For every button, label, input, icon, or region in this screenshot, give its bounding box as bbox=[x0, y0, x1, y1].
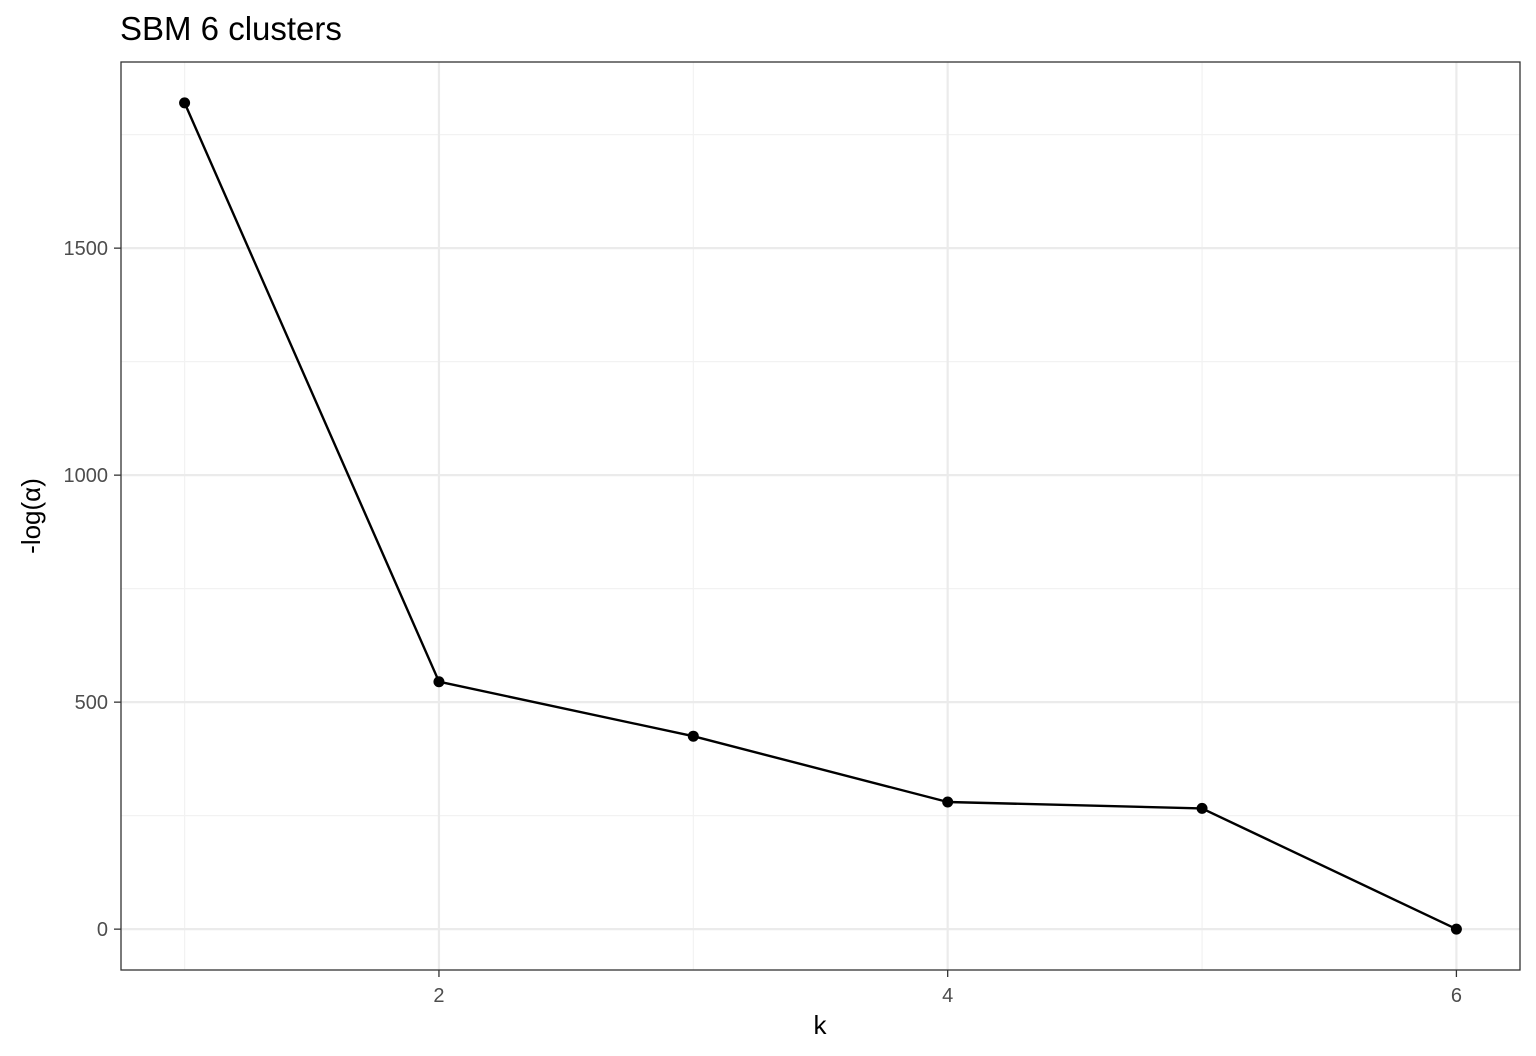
x-tick-label: 2 bbox=[433, 985, 444, 1007]
data-point bbox=[687, 730, 699, 742]
y-tick-label: 500 bbox=[75, 692, 108, 714]
x-axis-title: k bbox=[814, 1010, 828, 1040]
data-point bbox=[179, 97, 191, 109]
x-tick-label: 4 bbox=[942, 985, 953, 1007]
series-layer bbox=[179, 97, 1462, 935]
data-point bbox=[1196, 802, 1208, 814]
y-tick-label: 0 bbox=[97, 919, 108, 941]
data-point bbox=[433, 676, 445, 688]
y-axis-ticks: 0 500 1000 1500 bbox=[64, 238, 121, 941]
x-axis-ticks: 2 4 6 bbox=[433, 970, 1462, 1007]
chart-title: SBM 6 clusters bbox=[120, 10, 342, 47]
y-axis-title: -log(α) bbox=[16, 478, 46, 554]
y-tick-label: 1000 bbox=[64, 465, 109, 487]
x-tick-label: 6 bbox=[1451, 985, 1462, 1007]
data-point bbox=[942, 796, 954, 808]
panel-border bbox=[120, 61, 1521, 971]
series-line bbox=[183, 102, 1457, 931]
y-tick-label: 1500 bbox=[64, 238, 109, 260]
major-gridlines bbox=[121, 62, 1520, 970]
data-point bbox=[1450, 923, 1462, 935]
minor-gridlines bbox=[121, 62, 1520, 970]
